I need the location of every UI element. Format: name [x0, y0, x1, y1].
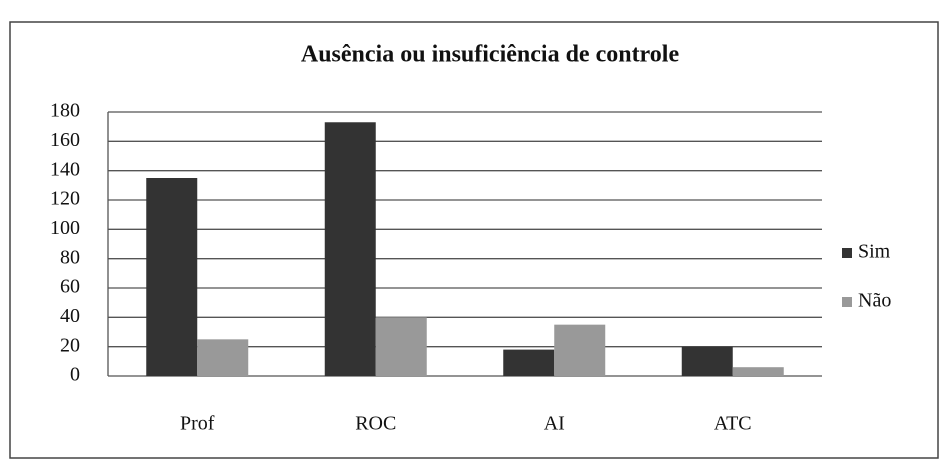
- y-tick-label: 120: [50, 188, 80, 210]
- legend-swatch: [842, 248, 852, 258]
- legend-label: Sim: [858, 241, 891, 263]
- legend-swatch: [842, 297, 852, 307]
- bar: [732, 367, 784, 376]
- legend-label: Não: [858, 290, 891, 312]
- bar: [554, 324, 606, 376]
- x-tick-label: ATC: [714, 413, 752, 435]
- y-tick-label: 80: [60, 246, 80, 268]
- y-tick-label: 40: [60, 305, 80, 327]
- y-tick-label: 100: [50, 217, 80, 239]
- chart-title: Ausência ou insuficiência de controle: [301, 42, 680, 68]
- y-tick-label: 0: [70, 364, 80, 386]
- y-tick-label: 180: [50, 100, 80, 122]
- bar: [503, 349, 555, 376]
- x-tick-label: Prof: [180, 413, 215, 435]
- x-tick-label: AI: [544, 413, 565, 435]
- y-tick-label: 140: [50, 158, 80, 180]
- x-tick-label: ROC: [355, 413, 396, 435]
- bar: [197, 339, 249, 376]
- y-tick-label: 60: [60, 276, 80, 298]
- bar: [375, 317, 427, 376]
- bar: [324, 122, 376, 377]
- bar: [146, 178, 198, 376]
- bar: [681, 346, 733, 376]
- y-tick-label: 20: [60, 334, 80, 356]
- y-tick-label: 160: [50, 129, 80, 151]
